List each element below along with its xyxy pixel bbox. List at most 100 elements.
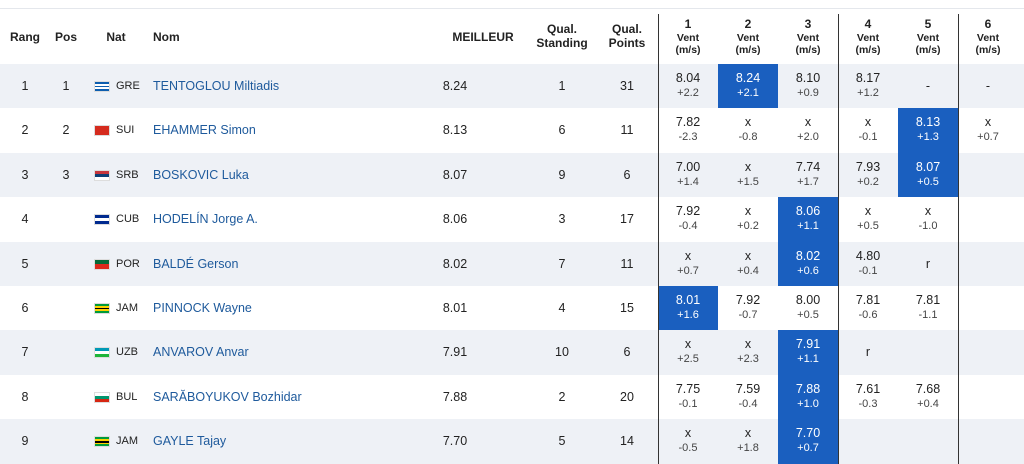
attempt: 7.92 -0.7 (718, 286, 778, 330)
attempt: 7.75 -0.1 (658, 375, 718, 419)
best-mark: 8.06 (442, 212, 468, 227)
qual-points: 15 (620, 301, 634, 315)
attempt-number: 3 (804, 17, 812, 31)
flag-stripe (95, 85, 109, 88)
attempt-wind: +0.7 (797, 442, 819, 455)
attempt: 7.74 +1.7 (778, 153, 838, 197)
rank: 4 (21, 212, 29, 227)
attempt-mark: 8.06 (795, 204, 821, 219)
flag-stripe (95, 444, 109, 447)
attempt-mark: 7.74 (795, 159, 821, 174)
rank: 5 (21, 256, 29, 271)
attempt: 7.82 -2.3 (658, 108, 718, 152)
qual-standing: 1 (558, 79, 566, 93)
attempt-mark: x (864, 115, 872, 130)
flag (94, 169, 110, 181)
flag-stripe (95, 305, 109, 308)
flag-stripe (95, 176, 109, 180)
attempt-wind: +0.4 (917, 397, 939, 410)
attempt-wind: -1.0 (918, 220, 938, 233)
attempt-wind: +1.4 (677, 175, 699, 188)
attempt-wind: +0.7 (677, 264, 699, 277)
athlete-name[interactable]: SARĂBOYUKOV Bozhidar (153, 389, 302, 404)
nation-code: JAM (116, 435, 138, 448)
result-row: 6 JAM PINNOCK Wayne 8.01 4 15 8.01 +1.6 7.92 -0.7… (0, 286, 1024, 331)
best-mark: 8.13 (442, 123, 468, 138)
attempt-wind: +2.1 (737, 87, 759, 99)
attempt-mark: x (924, 204, 932, 219)
flag-stripe (95, 259, 109, 265)
attempt-wind: +2.0 (797, 131, 819, 144)
rank: 1 (21, 79, 29, 93)
result-row: 4 CUB HODELÍN Jorge A. 8.06 3 17 7.92 -0.4 x +0.2… (0, 197, 1024, 242)
result-row: 9 JAM GAYLE Tajay 7.70 5 14 x -0.5 x +1.8 7.70 +0.7 (0, 419, 1024, 464)
nation-code: UZB (116, 346, 138, 359)
attempt-mark: x (864, 204, 872, 219)
athlete-name[interactable]: TENTOGLOU Miltiadis (153, 79, 280, 93)
attempt: 7.59 -0.4 (718, 375, 778, 419)
attempt-wind: -0.8 (738, 131, 758, 144)
attempt: - (898, 64, 958, 108)
attempt-mark: 8.24 (735, 71, 761, 85)
attempt: x +2.5 (658, 330, 718, 374)
attempt-wind: +0.2 (737, 220, 759, 233)
nation-code: CUB (116, 213, 140, 226)
qual-points: 11 (620, 256, 634, 271)
flag-stripe (95, 440, 109, 443)
flag-stripe (95, 438, 109, 441)
header-attempt: 6 Vent (m/s) (958, 16, 1018, 56)
attempt-mark: 7.91 (795, 337, 821, 352)
attempt: x +0.7 (958, 108, 1018, 152)
attempt-wind: -0.7 (738, 309, 758, 321)
position: 1 (62, 79, 70, 93)
athlete-name[interactable]: GAYLE Tajay (153, 434, 227, 449)
attempt-mark: x (744, 248, 752, 263)
flag (94, 214, 110, 226)
attempt-wind: +1.7 (797, 175, 819, 188)
attempt-mark: 7.75 (675, 381, 701, 396)
attempt-wind-label: Vent (m/s) (975, 32, 1001, 56)
athlete-name[interactable]: BOSKOVIC Luka (153, 167, 249, 182)
attempt: x +0.4 (718, 242, 778, 286)
rank: 7 (21, 345, 29, 360)
result-row: 8 BUL SARĂBOYUKOV Bozhidar 7.88 2 20 7.75 -0.1 7… (0, 374, 1024, 420)
attempt-mark: 7.00 (675, 159, 701, 174)
attempt: 8.13 +1.3 (898, 108, 958, 153)
athlete-name[interactable]: PINNOCK Wayne (153, 301, 252, 315)
attempt-wind: +1.1 (797, 353, 819, 366)
attempt: 8.07 +0.5 (898, 152, 958, 198)
attempt-mark: x (684, 248, 692, 263)
attempt: x +2.3 (718, 330, 778, 374)
attempt-mark: 8.10 (795, 71, 821, 85)
best-mark: 7.91 (442, 345, 468, 360)
attempt-wind: -0.4 (678, 220, 698, 233)
athlete-name[interactable]: BALDÉ Gerson (153, 256, 239, 271)
attempt-mark: x (984, 115, 992, 130)
attempt: 8.04 +2.2 (658, 64, 718, 108)
attempt-number: 5 (924, 17, 932, 31)
attempt-wind: +2.3 (737, 353, 759, 366)
attempt-mark: 7.81 (855, 293, 881, 307)
nation-code: GRE (116, 80, 140, 92)
attempt-mark: 8.02 (795, 248, 821, 263)
attempt: 8.10 +0.9 (778, 64, 838, 108)
flag-stripe (95, 437, 109, 439)
flag-stripe (95, 87, 109, 90)
nation-code: POR (116, 257, 140, 270)
attempt: 7.00 +1.4 (658, 153, 718, 197)
attempt-mark: x (744, 337, 752, 352)
attempt-wind: +0.5 (917, 175, 939, 188)
attempt-mark: 4.80 (855, 248, 881, 263)
qual-standing: 9 (558, 167, 566, 182)
athlete-name[interactable]: ANVAROV Anvar (153, 345, 249, 360)
rank: 6 (21, 301, 29, 315)
athlete-name[interactable]: EHAMMER Simon (153, 123, 256, 138)
attempt-mark: r (925, 256, 931, 271)
athlete-name[interactable]: HODELÍN Jorge A. (153, 212, 258, 227)
attempt-mark: x (804, 115, 812, 130)
flag (94, 81, 110, 92)
attempt-wind: +2.2 (677, 87, 699, 99)
attempt-number: 6 (984, 17, 992, 31)
attempt: x +0.7 (658, 242, 718, 286)
attempt: r (898, 242, 958, 286)
